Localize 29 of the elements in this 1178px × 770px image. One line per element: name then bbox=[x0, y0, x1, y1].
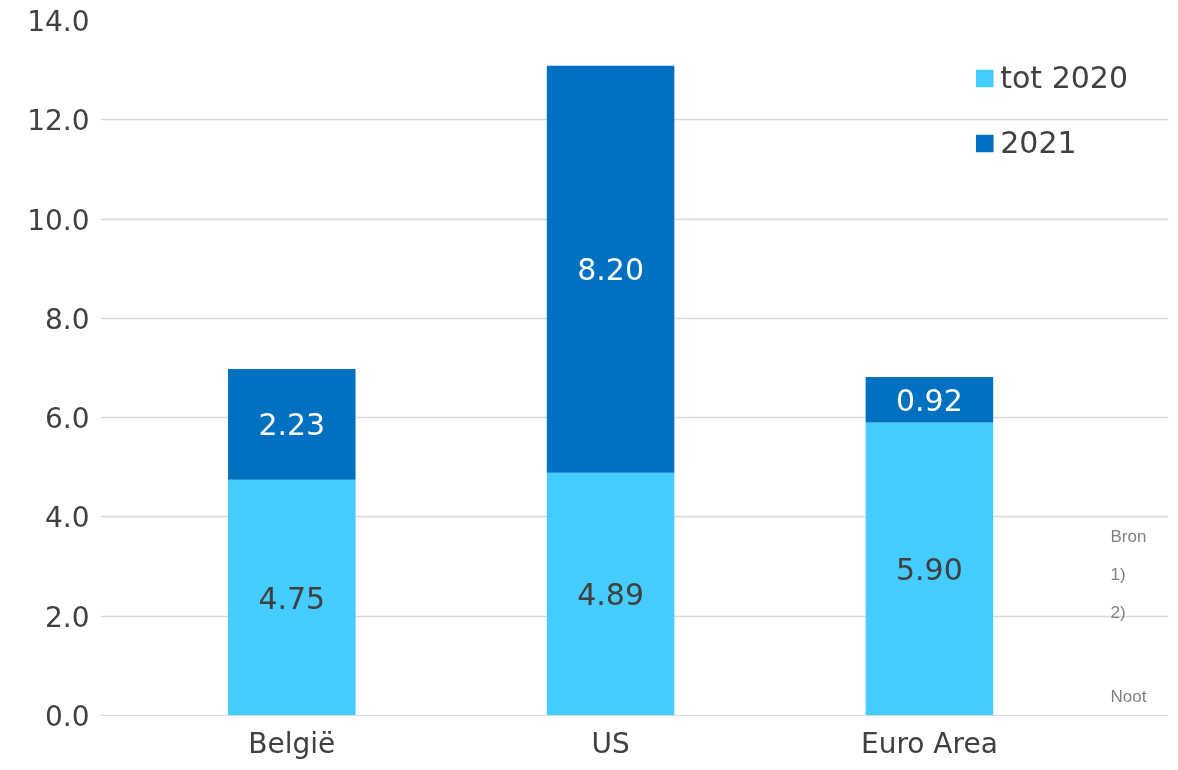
y-tick-label: 2.0 bbox=[44, 600, 90, 634]
y-tick-label: 12.0 bbox=[27, 104, 90, 138]
x-tick-label: België bbox=[248, 726, 336, 760]
bar bbox=[546, 65, 675, 473]
y-tick-label: 10.0 bbox=[27, 203, 90, 237]
data-label: 4.75 bbox=[258, 580, 326, 616]
x-tick-label: US bbox=[591, 726, 630, 760]
annotation: 2) bbox=[1110, 602, 1126, 622]
y-tick-label: 6.0 bbox=[44, 402, 90, 436]
annotation: Bron bbox=[1110, 526, 1147, 546]
bar bbox=[865, 422, 994, 716]
annotation: Noot bbox=[1110, 686, 1147, 706]
y-tick-label: 14.0 bbox=[27, 5, 90, 38]
bar bbox=[228, 368, 356, 480]
y-tick-label: 0.0 bbox=[44, 700, 90, 733]
data-label: 2.23 bbox=[258, 407, 326, 443]
data-label: 4.89 bbox=[577, 577, 644, 613]
bar bbox=[865, 376, 994, 423]
data-label: 8.20 bbox=[577, 252, 644, 288]
x-tick-label: Euro Area bbox=[861, 726, 998, 760]
bar bbox=[546, 472, 675, 716]
legend-label: tot 2020 bbox=[1000, 60, 1128, 95]
data-label: 5.90 bbox=[896, 552, 963, 588]
y-tick-label: 4.0 bbox=[44, 501, 90, 535]
y-tick-label: 8.0 bbox=[44, 302, 90, 336]
data-label: 0.92 bbox=[896, 382, 963, 418]
legend-label: 2021 bbox=[1000, 125, 1077, 160]
bar bbox=[228, 479, 356, 716]
annotation: 1) bbox=[1110, 564, 1126, 584]
